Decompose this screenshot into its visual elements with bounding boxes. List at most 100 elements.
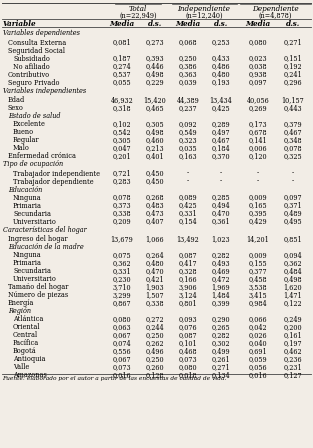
Text: 40,056: 40,056 [247, 96, 269, 104]
Text: 0,166: 0,166 [179, 275, 197, 283]
Text: Seguridad Social: Seguridad Social [8, 47, 65, 55]
Text: 0,851: 0,851 [284, 235, 302, 243]
Text: 0,450: 0,450 [146, 169, 164, 177]
Text: 0,073: 0,073 [179, 355, 197, 363]
Text: (n=4,878): (n=4,878) [258, 12, 292, 20]
Text: 0,494: 0,494 [212, 202, 230, 210]
Text: 0,250: 0,250 [146, 331, 164, 339]
Text: 0,209: 0,209 [113, 217, 131, 225]
Text: 0,087: 0,087 [179, 251, 197, 259]
Text: 15,420: 15,420 [144, 96, 167, 104]
Text: 0,498: 0,498 [146, 128, 164, 136]
Text: Educación: Educación [8, 185, 42, 194]
Text: Amazonas: Amazonas [13, 371, 47, 379]
Text: 0,075: 0,075 [113, 251, 131, 259]
Text: Tipo de ocupación: Tipo de ocupación [3, 160, 63, 168]
Text: 1,507: 1,507 [146, 291, 164, 299]
Text: 0,261: 0,261 [212, 355, 230, 363]
Text: 0,213: 0,213 [146, 144, 164, 152]
Text: 0,325: 0,325 [284, 152, 302, 160]
Text: 0,074: 0,074 [113, 339, 131, 347]
Text: (n=22,949): (n=22,949) [119, 12, 157, 20]
Text: 0,250: 0,250 [179, 55, 197, 63]
Text: 0,097: 0,097 [249, 78, 267, 86]
Text: 0,484: 0,484 [284, 267, 302, 275]
Text: Variables dependientes: Variables dependientes [3, 29, 80, 37]
Text: 0,274: 0,274 [113, 63, 131, 70]
Text: 0,271: 0,271 [284, 39, 302, 47]
Text: Fuente: elaborado por el autor a partir de las encuestas de calidad de vida.: Fuente: elaborado por el autor a partir … [2, 376, 226, 381]
Text: 0,429: 0,429 [249, 217, 267, 225]
Text: Energía: Energía [8, 299, 34, 307]
Text: 0,154: 0,154 [179, 217, 197, 225]
Text: 0,040: 0,040 [249, 339, 267, 347]
Text: 0,039: 0,039 [179, 78, 197, 86]
Text: Media: Media [245, 20, 271, 28]
Text: 1,903: 1,903 [146, 283, 164, 291]
Text: 0,469: 0,469 [212, 267, 230, 275]
Text: 0,151: 0,151 [284, 55, 302, 63]
Text: 0,472: 0,472 [212, 275, 230, 283]
Text: 0,128: 0,128 [146, 371, 164, 379]
Text: Enfermedad crónica: Enfermedad crónica [8, 152, 76, 160]
Text: 0,450: 0,450 [146, 177, 164, 185]
Text: 0,370: 0,370 [212, 152, 230, 160]
Text: 0,264: 0,264 [146, 251, 164, 259]
Text: 13,679: 13,679 [110, 235, 133, 243]
Text: 0,055: 0,055 [113, 78, 131, 86]
Text: 0,938: 0,938 [249, 70, 267, 78]
Text: 0,260: 0,260 [146, 363, 164, 371]
Text: Características del hogar: Características del hogar [3, 225, 87, 233]
Text: Región: Región [8, 307, 31, 315]
Text: 0,371: 0,371 [284, 202, 302, 210]
Text: 0,443: 0,443 [284, 104, 302, 112]
Text: 0,006: 0,006 [249, 144, 267, 152]
Text: 0,268: 0,268 [146, 194, 164, 202]
Text: Oriental: Oriental [13, 323, 40, 331]
Text: 0,470: 0,470 [146, 267, 164, 275]
Text: 0,076: 0,076 [179, 323, 197, 331]
Text: 0,193: 0,193 [212, 78, 230, 86]
Text: 0,489: 0,489 [284, 210, 302, 217]
Text: 0,480: 0,480 [212, 70, 230, 78]
Text: 0,425: 0,425 [212, 104, 230, 112]
Text: 0,271: 0,271 [212, 363, 230, 371]
Text: 1,484: 1,484 [212, 291, 230, 299]
Text: 0,063: 0,063 [113, 323, 131, 331]
Text: Estado de salud: Estado de salud [8, 112, 60, 120]
Text: 0,393: 0,393 [146, 55, 164, 63]
Text: Educación de la madre: Educación de la madre [8, 243, 84, 251]
Text: 0,361: 0,361 [212, 217, 230, 225]
Text: Total: Total [129, 5, 147, 13]
Text: 0,468: 0,468 [179, 347, 197, 355]
Text: 0,483: 0,483 [146, 202, 164, 210]
Text: 0,395: 0,395 [249, 210, 267, 217]
Text: Subsidiado: Subsidiado [13, 55, 50, 63]
Text: 0,407: 0,407 [146, 217, 164, 225]
Text: 0,289: 0,289 [212, 120, 230, 128]
Text: Número de piezas: Número de piezas [8, 291, 68, 299]
Text: 0,467: 0,467 [212, 136, 230, 144]
Text: 0,201: 0,201 [113, 152, 131, 160]
Text: 0,068: 0,068 [179, 39, 197, 47]
Text: 0,497: 0,497 [212, 128, 230, 136]
Text: Excelente: Excelente [13, 120, 46, 128]
Text: 0,338: 0,338 [146, 299, 164, 307]
Text: 0,262: 0,262 [146, 339, 164, 347]
Text: 0,446: 0,446 [146, 63, 164, 70]
Text: 13,434: 13,434 [210, 96, 232, 104]
Text: 0,379: 0,379 [284, 120, 302, 128]
Text: -: - [187, 177, 189, 185]
Text: Independiente: Independiente [177, 5, 230, 13]
Text: -: - [292, 177, 294, 185]
Text: 0,127: 0,127 [284, 371, 302, 379]
Text: 0,495: 0,495 [284, 217, 302, 225]
Text: Secundaria: Secundaria [13, 210, 51, 217]
Text: Universitario: Universitario [13, 217, 57, 225]
Text: Pacífica: Pacífica [13, 339, 39, 347]
Text: 0,250: 0,250 [146, 355, 164, 363]
Text: 0,425: 0,425 [179, 202, 197, 210]
Text: Seguro Privado: Seguro Privado [8, 78, 59, 86]
Text: 3,415: 3,415 [249, 291, 267, 299]
Text: 0,087: 0,087 [179, 331, 197, 339]
